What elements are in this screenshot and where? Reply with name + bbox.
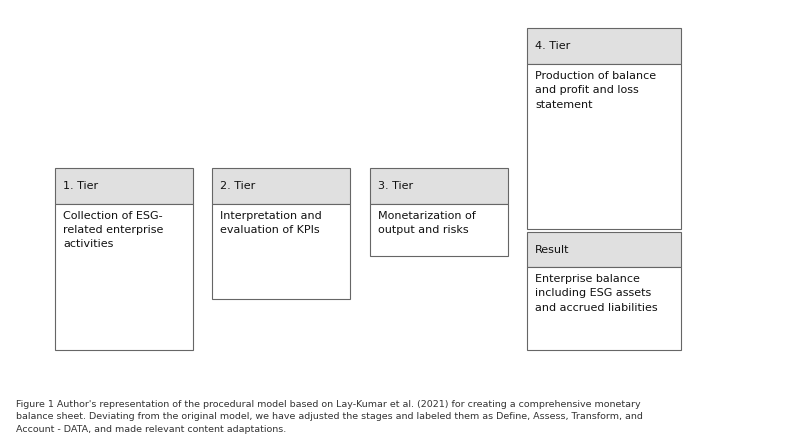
Bar <box>55 168 193 204</box>
Bar <box>527 267 681 350</box>
Text: 4. Tier: 4. Tier <box>535 42 571 51</box>
Bar <box>212 204 350 299</box>
Text: Collection of ESG-
related enterprise
activities: Collection of ESG- related enterprise ac… <box>63 211 164 250</box>
Text: Figure 1 Author's representation of the procedural model based on Lay-Kumar et a: Figure 1 Author's representation of the … <box>16 400 643 434</box>
Text: Enterprise balance
including ESG assets
and accrued liabilities: Enterprise balance including ESG assets … <box>535 274 658 313</box>
Text: Interpretation and
evaluation of KPIs: Interpretation and evaluation of KPIs <box>220 211 322 235</box>
Text: Monetarization of
output and risks: Monetarization of output and risks <box>378 211 475 235</box>
Text: 1. Tier: 1. Tier <box>63 181 98 191</box>
Bar <box>370 204 508 256</box>
Text: Production of balance
and profit and loss
statement: Production of balance and profit and los… <box>535 71 656 110</box>
Text: 2. Tier: 2. Tier <box>220 181 256 191</box>
Bar <box>212 168 350 204</box>
Bar <box>527 28 681 64</box>
Bar <box>370 168 508 204</box>
Bar <box>55 204 193 350</box>
Bar <box>527 64 681 229</box>
Text: 3. Tier: 3. Tier <box>378 181 413 191</box>
Text: Result: Result <box>535 245 570 254</box>
Bar <box>527 232 681 267</box>
